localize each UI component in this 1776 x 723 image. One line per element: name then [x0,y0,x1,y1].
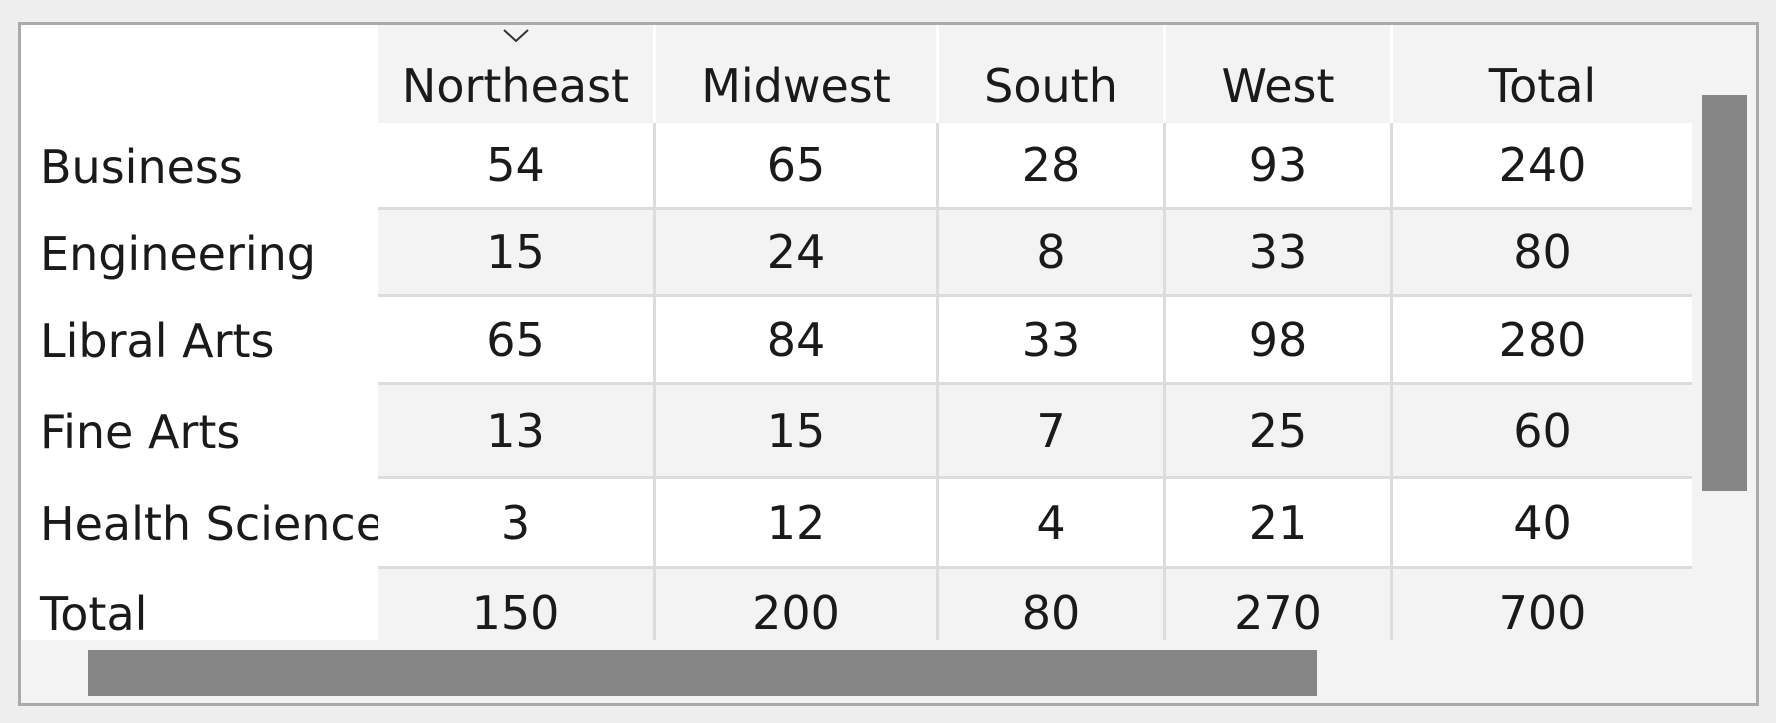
table-cell[interactable]: 93 [1166,123,1393,210]
table-cell[interactable]: 15 [656,385,939,479]
pivot-table-view: Northeast Midwest South West Total Busin… [18,22,1759,706]
column-header-total[interactable]: Total [1393,25,1692,123]
table-cell[interactable]: 200 [656,569,939,640]
table-cell[interactable]: 25 [1166,385,1393,479]
table-cell[interactable]: 12 [656,479,939,569]
table-cell[interactable]: 24 [656,210,939,297]
chevron-down-icon[interactable] [502,29,529,43]
column-header-northeast[interactable]: Northeast [378,25,656,123]
table-cell[interactable]: 80 [1393,210,1692,297]
table-cell[interactable]: 84 [656,297,939,385]
row-header: Engineering [21,210,378,297]
table-row-total: Total 150 200 80 270 700 [21,569,1692,640]
table-cell[interactable]: 28 [939,123,1166,210]
table-row: Business 54 65 28 93 240 [21,123,1692,210]
table-row: Engineering 15 24 8 33 80 [21,210,1692,297]
table-cell[interactable]: 150 [378,569,656,640]
table-cell[interactable]: 21 [1166,479,1393,569]
column-header-west[interactable]: West [1166,25,1393,123]
column-header-label: Northeast [401,59,630,113]
table-cell[interactable]: 15 [378,210,656,297]
column-header-row: Northeast Midwest South West Total [21,25,1692,123]
table-cell[interactable]: 8 [939,210,1166,297]
table-cell[interactable]: 280 [1393,297,1692,385]
table-row: Libral Arts 65 84 33 98 280 [21,297,1692,385]
horizontal-scrollbar-thumb[interactable] [88,650,1317,696]
table-viewport: Northeast Midwest South West Total Busin… [21,25,1692,640]
column-header-label: South [984,59,1118,113]
table-cell[interactable]: 65 [656,123,939,210]
table-cell[interactable]: 33 [1166,210,1393,297]
table-cell[interactable]: 98 [1166,297,1393,385]
row-header: Libral Arts [21,297,378,385]
table-cell[interactable]: 3 [378,479,656,569]
row-header: Business [21,123,378,210]
table-cell[interactable]: 270 [1166,569,1393,640]
vertical-scrollbar-thumb[interactable] [1702,95,1747,491]
row-header: Fine Arts [21,385,378,479]
table-cell[interactable]: 60 [1393,385,1692,479]
table-cell[interactable]: 54 [378,123,656,210]
table-row: Health Science 3 12 4 21 40 [21,479,1692,569]
table-cell[interactable]: 33 [939,297,1166,385]
table-cell[interactable]: 40 [1393,479,1692,569]
column-header-label: West [1221,59,1335,113]
table-cell[interactable]: 65 [378,297,656,385]
row-header: Health Science [21,479,384,569]
table-cell[interactable]: 13 [378,385,656,479]
table-cell[interactable]: 700 [1393,569,1692,640]
column-header-south[interactable]: South [939,25,1166,123]
table-cell[interactable]: 7 [939,385,1166,479]
column-header-label: Total [1488,59,1597,113]
table-cell[interactable]: 80 [939,569,1166,640]
table-cell[interactable]: 240 [1393,123,1692,210]
column-header-midwest[interactable]: Midwest [656,25,939,123]
column-header-label: Midwest [701,59,891,113]
row-header: Total [21,569,378,640]
table-cell[interactable]: 4 [939,479,1166,569]
table-row: Fine Arts 13 15 7 25 60 [21,385,1692,479]
